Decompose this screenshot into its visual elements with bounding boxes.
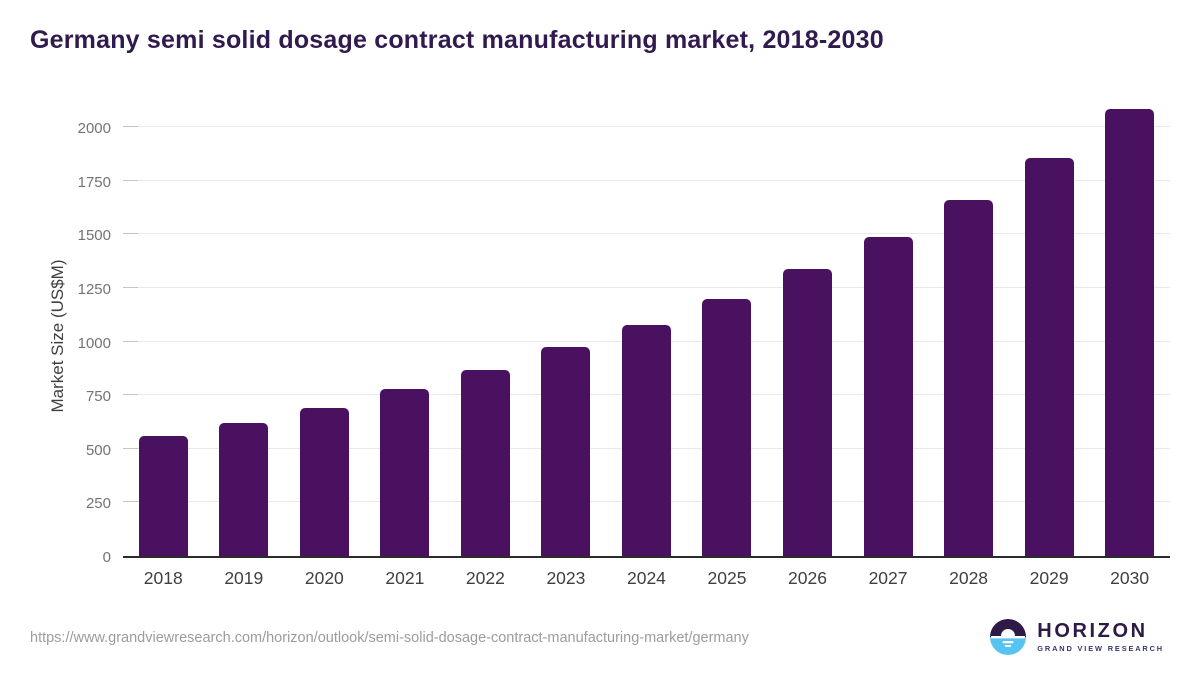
bar-slot [1089, 109, 1170, 556]
bar-2029 [1024, 157, 1074, 556]
bar-slot [1009, 110, 1090, 556]
bar-2027 [863, 237, 913, 556]
x-tick-label: 2020 [304, 568, 344, 588]
bar-slot [526, 110, 607, 556]
y-tick-label: 1000 [77, 334, 111, 352]
bar-slot [204, 110, 285, 556]
bar-2022 [460, 369, 510, 556]
gridline [123, 126, 1170, 128]
bar-series [123, 109, 1170, 556]
y-tick-label: 1250 [77, 281, 111, 299]
y-tick-label: 0 [102, 549, 111, 566]
y-axis: 0 250 500 750 1000 1250 1500 1750 2000 [0, 110, 111, 566]
bar-slot [606, 110, 687, 556]
y-tick-mark [123, 394, 138, 396]
x-tick-label: 2024 [626, 568, 666, 588]
bar-2023 [541, 347, 591, 556]
x-tick-label: 2022 [465, 568, 505, 588]
gridline [123, 287, 1170, 289]
bar-2028 [944, 200, 994, 556]
horizon-logo: HORIZON GRAND VIEW RESEARCH [988, 617, 1164, 657]
y-tick-mark [123, 340, 138, 342]
y-tick-label: 500 [85, 441, 111, 459]
bar-slot [445, 110, 526, 556]
x-tick-label: 2026 [788, 568, 827, 588]
y-axis-title: Market Size (US$M) [48, 259, 67, 413]
bar-2021 [380, 388, 430, 556]
logo-text: HORIZON GRAND VIEW RESEARCH [1037, 621, 1164, 653]
x-tick-label: 2018 [143, 568, 183, 588]
x-tick-label: 2025 [707, 568, 747, 588]
y-tick-mark [123, 179, 138, 181]
bar-slot [365, 110, 446, 556]
y-tick-mark [123, 233, 138, 235]
y-tick-label: 250 [85, 495, 111, 513]
plot-area [123, 109, 1170, 558]
y-tick-label: 1750 [77, 173, 111, 191]
x-tick-label: 2023 [546, 568, 586, 588]
bar-slot [687, 110, 768, 556]
bar-2026 [783, 268, 833, 556]
y-tick-label: 1500 [77, 227, 111, 245]
bar-2024 [621, 324, 671, 556]
x-tick-label: 2021 [385, 568, 425, 588]
logo-name: HORIZON [1037, 620, 1148, 642]
gridline [123, 179, 1170, 181]
x-tick-label: 2029 [1029, 568, 1069, 588]
logo-subtitle: GRAND VIEW RESEARCH [1037, 644, 1164, 653]
bar-2020 [299, 407, 349, 556]
bar-2030 [1105, 109, 1155, 556]
horizon-logo-icon [990, 619, 1027, 655]
y-tick-label: 750 [85, 388, 111, 406]
bar-slot [767, 110, 848, 556]
bar-2018 [138, 435, 188, 556]
gridline [123, 233, 1170, 235]
y-tick-mark [123, 287, 138, 289]
bar-slot [928, 110, 1009, 556]
bar-2019 [219, 422, 269, 556]
x-tick-label: 2027 [868, 568, 908, 588]
x-tick-label: 2028 [949, 568, 989, 588]
y-tick-mark [123, 501, 138, 503]
bar-2025 [702, 298, 752, 556]
chart-title: Germany semi solid dosage contract manuf… [30, 26, 884, 54]
bar-slot [284, 110, 365, 556]
y-tick-mark [123, 126, 138, 128]
x-axis: 2018 2019 2020 2021 2022 2023 2024 2025 2026 2027… [123, 568, 1170, 589]
bar-slot [123, 110, 204, 556]
x-tick-label: 2030 [1110, 568, 1150, 588]
y-tick-label: 2000 [77, 120, 111, 138]
bar-slot [848, 110, 929, 556]
y-tick-mark [123, 447, 138, 449]
source-url: https://www.grandviewresearch.com/horizo… [30, 630, 749, 646]
x-tick-label: 2019 [224, 568, 264, 588]
